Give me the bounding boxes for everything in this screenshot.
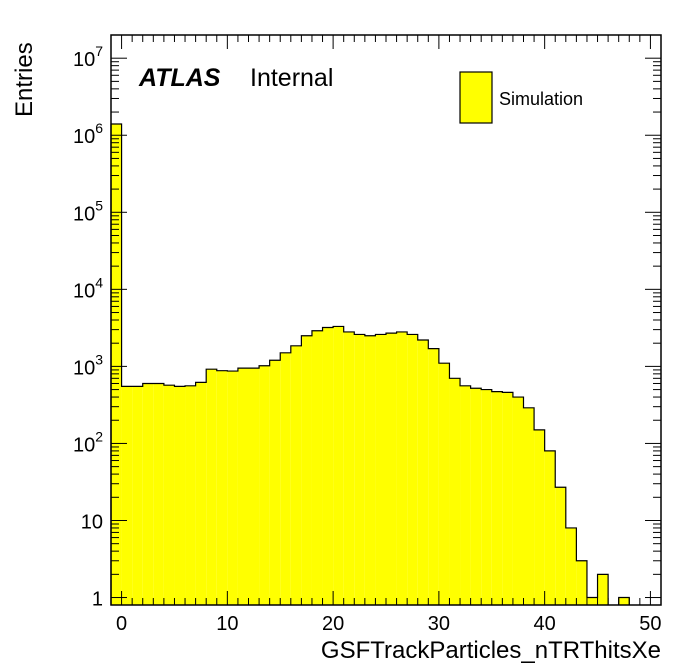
histogram-bin — [301, 335, 312, 605]
histogram-bin — [428, 348, 439, 605]
histogram-bin — [354, 334, 365, 605]
x-tick-label: 0 — [116, 613, 127, 635]
histogram-bin — [618, 597, 630, 605]
atlas-label-status: Internal — [250, 64, 333, 92]
atlas-label-bold: ATLAS — [138, 64, 221, 92]
x-tick-label: 20 — [322, 613, 344, 635]
histogram-bin — [237, 368, 249, 605]
histogram-bin — [512, 397, 524, 605]
y-tick-label: 10 — [81, 511, 103, 533]
histogram-bin — [396, 331, 408, 605]
histogram-bin — [322, 327, 334, 605]
histogram-bin — [523, 407, 535, 605]
x-axis-ticks: 0 10 20 30 40 50 — [110, 35, 662, 635]
histogram-bars — [110, 123, 630, 606]
histogram-bin — [597, 574, 609, 605]
y-tick-label: 103 — [73, 351, 103, 379]
x-tick-label: 40 — [534, 613, 556, 635]
histogram-bin — [206, 369, 217, 605]
y-tick-label: 1 — [92, 589, 103, 611]
histogram-bin — [576, 560, 587, 605]
legend-swatch — [459, 71, 493, 124]
histogram-bin — [163, 385, 175, 605]
histogram-bin — [259, 365, 270, 605]
histogram-bin — [280, 352, 291, 605]
histogram-bin — [333, 326, 344, 605]
histogram-bin — [248, 368, 260, 605]
histogram-bin — [565, 527, 577, 605]
legend: Simulation — [459, 71, 583, 124]
histogram-bin — [375, 334, 386, 605]
histogram-bin — [290, 345, 302, 605]
histogram-bin — [111, 123, 122, 606]
histogram-bin — [407, 334, 418, 605]
histogram-bin — [449, 378, 461, 605]
histogram-bin — [343, 331, 355, 605]
histogram-bin — [386, 333, 397, 605]
histogram-bin — [481, 389, 492, 605]
histogram-bin — [586, 597, 598, 605]
x-axis-title: GSFTrackParticles_nTRThitsXe — [321, 637, 661, 664]
histogram-bin — [227, 371, 238, 605]
atlas-label: ATLAS Internal — [138, 64, 333, 92]
legend-label: Simulation — [499, 89, 583, 109]
histogram-bin — [153, 383, 164, 605]
histogram-bin — [132, 386, 143, 605]
y-tick-label: 105 — [73, 197, 103, 225]
y-tick-label: 107 — [73, 43, 103, 71]
histogram-bin — [269, 360, 281, 605]
histogram-bin — [311, 330, 323, 605]
x-tick-label: 10 — [216, 613, 238, 635]
histogram-bin — [121, 386, 133, 605]
histogram-bin — [544, 450, 556, 605]
histogram-bin — [555, 487, 566, 605]
histogram-bin — [460, 385, 471, 605]
x-tick-label: 30 — [428, 613, 450, 635]
y-axis-title: Entries — [11, 42, 38, 117]
y-tick-label: 104 — [73, 274, 103, 302]
y-tick-label: 102 — [73, 428, 103, 456]
histogram-bin — [502, 392, 513, 605]
histogram-bin — [417, 340, 429, 605]
histogram-bin — [491, 391, 503, 605]
histogram-bin — [438, 363, 450, 605]
histogram-bin — [534, 429, 545, 605]
histogram-bin — [470, 388, 482, 605]
histogram-bin — [185, 385, 196, 605]
histogram-bin — [174, 386, 186, 605]
x-tick-label: 50 — [639, 613, 661, 635]
histogram-bin — [216, 370, 228, 605]
y-tick-label: 106 — [73, 120, 103, 148]
histogram-bin — [195, 382, 207, 605]
y-axis-ticks: 1 10 102 103 104 105 106 107 — [73, 34, 661, 611]
histogram-bin — [364, 335, 376, 605]
histogram-bin — [142, 383, 154, 605]
